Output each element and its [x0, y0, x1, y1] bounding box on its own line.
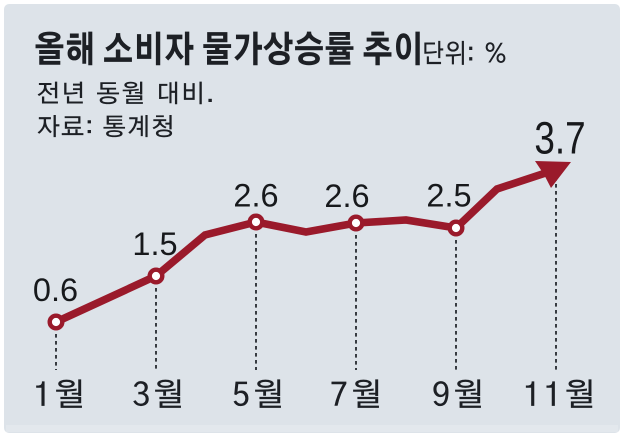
svg-text:2.6: 2.6	[233, 178, 278, 214]
svg-text:2.5: 2.5	[426, 178, 471, 214]
svg-text:2.6: 2.6	[324, 178, 369, 214]
svg-text:3.7: 3.7	[534, 113, 585, 163]
svg-text:1.5: 1.5	[132, 226, 177, 262]
svg-text:0.6: 0.6	[33, 272, 78, 308]
